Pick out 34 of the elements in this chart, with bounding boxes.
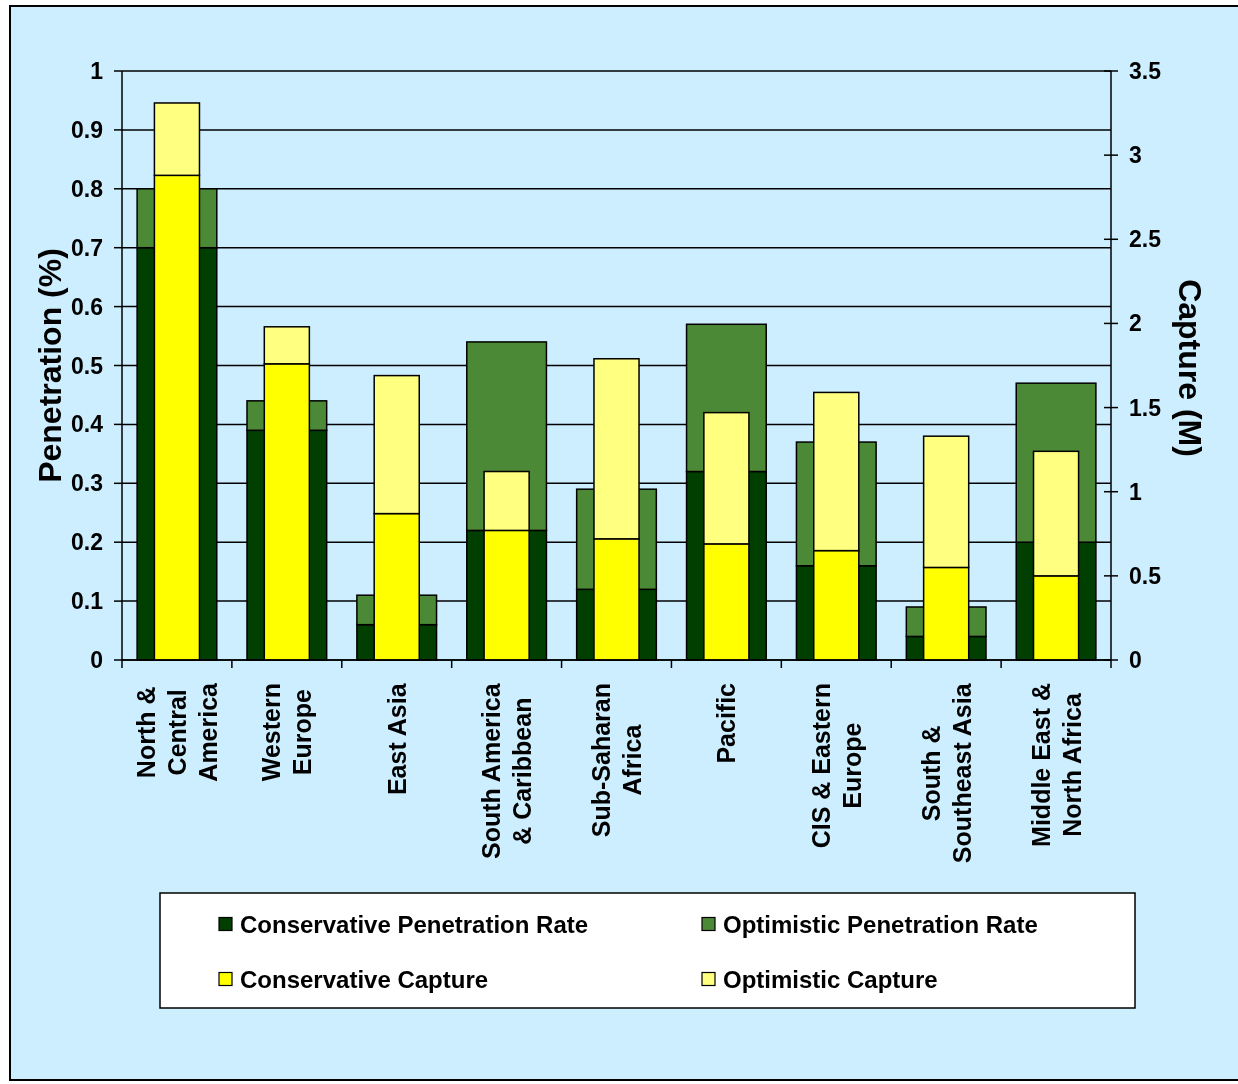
x-tick-label: East Asia [382,682,411,796]
x-tick-label: Middle East & North Africa [1026,683,1086,847]
x-tick-label: Pacific [712,682,741,764]
y2-axis-title: Capture (M) [1172,279,1208,457]
legend-label: Optimistic Capture [723,965,938,993]
y2-tick-label: 0 [1129,647,1142,673]
x-tick-label: Western Europe [257,683,317,782]
y-tick-label: 0.7 [71,234,103,261]
legend-label: Conservative Capture [240,965,489,993]
y-tick-label: 0.4 [71,411,104,438]
y2-tick-label: 2 [1129,310,1142,337]
y-tick-label: 0.9 [71,116,103,143]
y-axis-title: Penetration (%) [32,248,68,483]
x-tick-label: South & Southeast Asia [916,682,976,864]
x-tick-label: North & Central America [131,681,222,782]
y-tick-label: 0 [90,647,103,673]
y2-tick-label: 0.5 [1129,562,1162,589]
y2-tick-label: 3.5 [1129,58,1162,84]
y-tick-label: 0.8 [71,175,104,202]
y2-tick-label: 1.5 [1129,394,1162,421]
y-tick-label: 0.2 [71,529,103,556]
x-tick-label: Sub-Saharan Africa [587,683,646,838]
y-tick-label: 0.1 [71,588,104,615]
legend-label: Conservative Penetration Rate [240,910,589,938]
y2-tick-label: 3 [1129,142,1142,169]
y-tick-label: 1 [90,58,104,84]
y-tick-label: 0.3 [71,470,103,497]
legend-label: Optimistic Penetration Rate [723,910,1038,938]
y2-tick-label: 2.5 [1129,226,1162,253]
y-tick-label: 0.5 [71,352,104,379]
y-tick-label: 0.6 [71,293,103,320]
y2-tick-label: 1 [1129,478,1142,505]
x-tick-label: CIS & Eastern Europe [806,682,866,849]
x-tick-label: South America & Caribbean [477,682,537,859]
